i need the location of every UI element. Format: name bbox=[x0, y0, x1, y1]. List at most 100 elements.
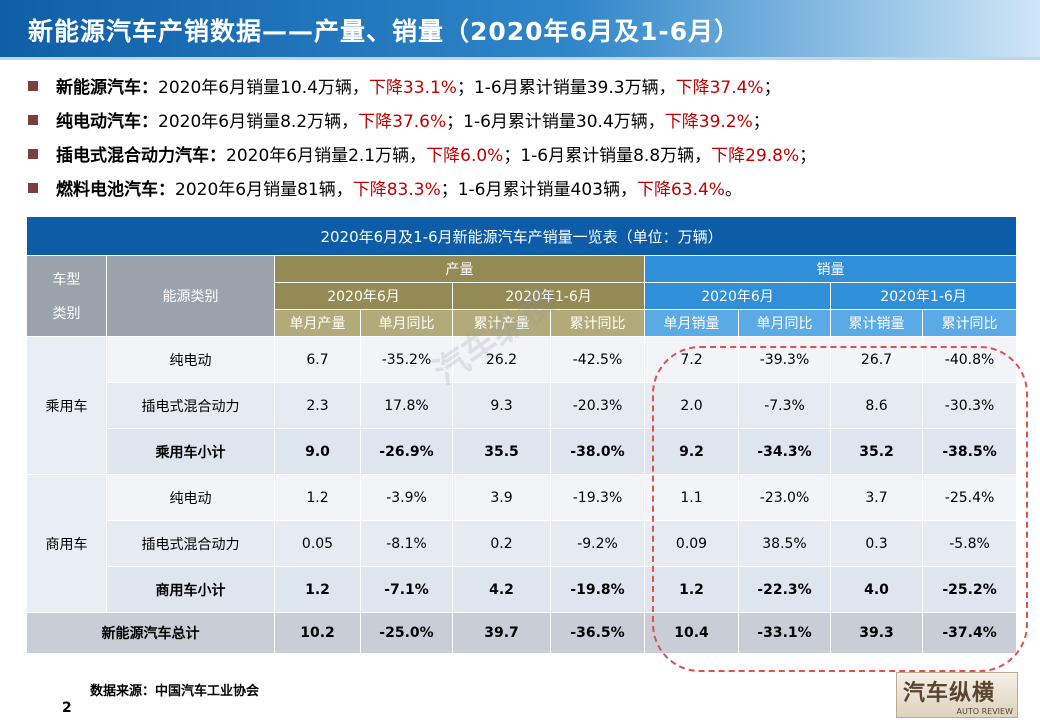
vehicle-type-label: 车型 bbox=[52, 272, 81, 288]
bullet-label: 新能源汽车： bbox=[56, 78, 158, 98]
value-cell: 2.3 bbox=[274, 382, 361, 429]
value-cell: 0.2 bbox=[452, 520, 551, 567]
value-cell: 35.5 bbox=[452, 428, 551, 475]
sales-month-header: 2020年6月 bbox=[644, 282, 831, 310]
value-cell: -19.8% bbox=[550, 566, 645, 613]
auto-review-logo: 汽车纵横 AUTO REVIEW bbox=[896, 672, 1018, 718]
bullet-label: 燃料电池汽车： bbox=[56, 180, 175, 200]
bullet-text: 2020年6月销量10.4万辆， bbox=[158, 78, 369, 98]
bullet-text: ；1-6月累计销量8.8万辆， bbox=[503, 146, 712, 166]
logo-subtext: AUTO REVIEW bbox=[956, 707, 1013, 716]
energy-type-header: 能源类别 bbox=[106, 255, 275, 337]
value-cell: 0.09 bbox=[644, 520, 739, 567]
value-cell: -3.9% bbox=[360, 474, 453, 521]
value-cell: -38.0% bbox=[550, 428, 645, 475]
value-cell: 26.2 bbox=[452, 336, 551, 383]
table-row: 商用车 纯电动 1.2 -3.9% 3.9 -19.3% 1.1 -23.0% … bbox=[26, 474, 1018, 613]
bullet-fcev: 燃料电池汽车：2020年6月销量81辆，下降83.3%；1-6月累计销量403辆… bbox=[28, 176, 1028, 210]
sub-header: 单月销量 bbox=[644, 309, 739, 337]
bullet-decline: 下降29.8% bbox=[711, 146, 800, 166]
value-cell: -26.9% bbox=[360, 428, 453, 475]
total-label: 新能源汽车总计 bbox=[26, 612, 275, 654]
value-cell: 35.2 bbox=[830, 428, 923, 475]
value-cell: -42.5% bbox=[550, 336, 645, 383]
square-bullet-icon bbox=[28, 115, 38, 125]
value-cell: 38.5% bbox=[738, 520, 831, 567]
value-cell: -25.2% bbox=[921, 566, 1018, 613]
bullet-label: 插电式混合动力汽车： bbox=[56, 146, 226, 166]
square-bullet-icon bbox=[28, 183, 38, 193]
value-cell: -33.1% bbox=[738, 612, 831, 654]
vehicle-type-header: 车型 类别 bbox=[26, 255, 107, 337]
production-month-header: 2020年6月 bbox=[274, 282, 453, 310]
value-cell: 3.9 bbox=[452, 474, 551, 521]
square-bullet-icon bbox=[28, 149, 38, 159]
value-cell: 1.2 bbox=[644, 566, 739, 613]
bullet-decline: 下降6.0% bbox=[426, 146, 504, 166]
summary-bullets: 新能源汽车：2020年6月销量10.4万辆，下降33.1%；1-6月累计销量39… bbox=[28, 74, 1028, 210]
bullet-decline: 下降63.4% bbox=[636, 180, 725, 200]
category-commercial: 商用车 bbox=[26, 474, 107, 613]
table-caption: 2020年6月及1-6月新能源汽车产销量一览表（单位：万辆） bbox=[25, 216, 1018, 256]
value-cell: 26.7 bbox=[830, 336, 923, 383]
sales-header: 销量 bbox=[643, 255, 1018, 283]
value-cell: -38.5% bbox=[921, 428, 1018, 475]
bullet-text: ；1-6月累计销量403辆， bbox=[440, 180, 637, 200]
sales-ytd-header: 2020年1-6月 bbox=[829, 282, 1018, 310]
value-cell: 9.3 bbox=[452, 382, 551, 429]
subtotal-row: 商用车小计 1.2 -7.1% 4.2 -19.8% 1.2 -22.3% 4.… bbox=[27, 566, 1018, 613]
value-cell: -8.1% bbox=[360, 520, 453, 567]
bullet-end: ； bbox=[799, 146, 817, 166]
sub-header: 累计销量 bbox=[830, 309, 923, 337]
value-cell: 39.3 bbox=[830, 612, 923, 654]
bullet-end: ； bbox=[752, 112, 770, 132]
production-ytd-header: 2020年1-6月 bbox=[452, 282, 645, 310]
page-title: 新能源汽车产销数据——产量、销量（2020年6月及1-6月） bbox=[28, 17, 741, 46]
value-cell: -36.5% bbox=[550, 612, 645, 654]
value-cell: -23.0% bbox=[738, 474, 831, 521]
bullet-decline: 下降33.1% bbox=[368, 78, 457, 98]
value-cell: 0.05 bbox=[274, 520, 361, 567]
value-cell: -39.3% bbox=[738, 336, 831, 383]
value-cell: 1.2 bbox=[274, 566, 361, 613]
value-cell: 9.2 bbox=[644, 428, 739, 475]
page-number: 2 bbox=[62, 700, 72, 716]
square-bullet-icon bbox=[28, 81, 38, 91]
value-cell: -20.3% bbox=[550, 382, 645, 429]
value-cell: -22.3% bbox=[738, 566, 831, 613]
sales-table-container: 2020年6月及1-6月新能源汽车产销量一览表（单位：万辆） 车型 类别 能源类… bbox=[25, 216, 1018, 654]
category-passenger: 乘用车 bbox=[26, 336, 107, 475]
energy-cell: 纯电动 bbox=[106, 336, 275, 383]
value-cell: -7.3% bbox=[738, 382, 831, 429]
value-cell: 10.2 bbox=[274, 612, 361, 654]
title-underline bbox=[0, 57, 1040, 60]
bullet-decline: 下降83.3% bbox=[352, 180, 441, 200]
table-row: 插电式混合动力 2.3 17.8% 9.3 -20.3% 2.0 -7.3% 8… bbox=[27, 382, 1018, 429]
bullet-end: 。 bbox=[724, 180, 742, 200]
value-cell: 1.2 bbox=[274, 474, 361, 521]
value-cell: -19.3% bbox=[550, 474, 645, 521]
table-row: 插电式混合动力 0.05 -8.1% 0.2 -9.2% 0.09 38.5% … bbox=[27, 520, 1018, 567]
data-source: 数据来源：中国汽车工业协会 bbox=[90, 684, 260, 699]
energy-cell: 插电式混合动力 bbox=[106, 382, 275, 429]
bullet-end: ； bbox=[763, 78, 781, 98]
bullet-decline: 下降37.6% bbox=[358, 112, 447, 132]
bullet-text: 2020年6月销量8.2万辆， bbox=[158, 112, 359, 132]
sub-header: 单月同比 bbox=[738, 309, 831, 337]
energy-cell: 商用车小计 bbox=[106, 566, 275, 613]
bullet-phev: 插电式混合动力汽车：2020年6月销量2.1万辆，下降6.0%；1-6月累计销量… bbox=[28, 142, 1028, 176]
value-cell: -7.1% bbox=[360, 566, 453, 613]
bullet-decline: 下降37.4% bbox=[675, 78, 764, 98]
sub-header: 单月同比 bbox=[360, 309, 453, 337]
value-cell: -25.0% bbox=[360, 612, 453, 654]
subtotal-row: 乘用车小计 9.0 -26.9% 35.5 -38.0% 9.2 -34.3% … bbox=[27, 428, 1018, 475]
production-header: 产量 bbox=[274, 255, 645, 283]
bullet-bev: 纯电动汽车：2020年6月销量8.2万辆，下降37.6%；1-6月累计销量30.… bbox=[28, 108, 1028, 142]
value-cell: 3.7 bbox=[830, 474, 923, 521]
bullet-text: ；1-6月累计销量30.4万辆， bbox=[446, 112, 665, 132]
energy-cell: 乘用车小计 bbox=[106, 428, 275, 475]
bullet-label: 纯电动汽车： bbox=[56, 112, 158, 132]
value-cell: 4.0 bbox=[830, 566, 923, 613]
value-cell: -9.2% bbox=[550, 520, 645, 567]
value-cell: 9.0 bbox=[274, 428, 361, 475]
